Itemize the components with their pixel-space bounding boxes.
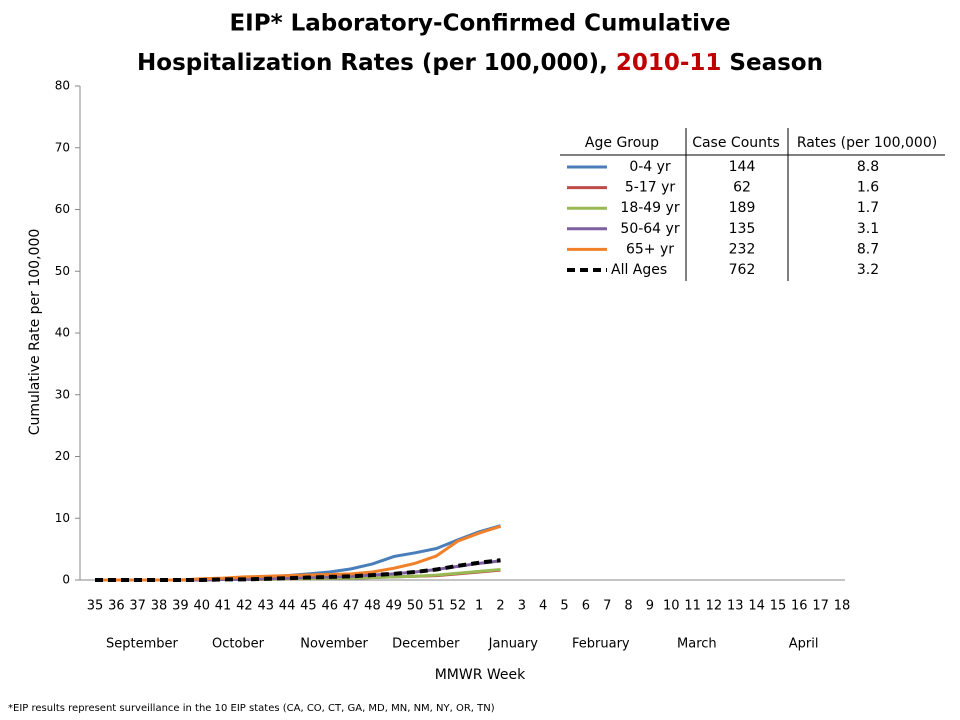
x-tick-label: 18 bbox=[834, 599, 851, 614]
x-tick-label: 12 bbox=[706, 599, 723, 614]
table-header: Case Counts bbox=[692, 135, 780, 151]
x-tick-label: 3 bbox=[518, 599, 526, 614]
case-count: 232 bbox=[729, 241, 756, 257]
legend-label: 0-4 yr bbox=[629, 159, 671, 175]
chart-title-line2: Hospitalization Rates (per 100,000), 201… bbox=[137, 50, 823, 76]
x-tick-label: 6 bbox=[582, 599, 590, 614]
x-tick-label: 11 bbox=[684, 599, 701, 614]
case-count: 762 bbox=[729, 262, 756, 278]
series-line bbox=[95, 558, 501, 582]
legend-label: 5-17 yr bbox=[625, 180, 676, 196]
month-label: March bbox=[677, 637, 717, 652]
month-label: February bbox=[572, 637, 630, 652]
x-tick-label: 2 bbox=[496, 599, 504, 614]
x-axis-label: MMWR Week bbox=[435, 667, 526, 683]
x-tick-label: 41 bbox=[215, 599, 232, 614]
x-tick-label: 46 bbox=[321, 599, 338, 614]
case-count: 189 bbox=[729, 200, 756, 216]
x-tick-label: 17 bbox=[812, 599, 829, 614]
y-tick-label: 10 bbox=[55, 511, 70, 525]
x-tick-label: 7 bbox=[603, 599, 611, 614]
x-tick-label: 49 bbox=[386, 599, 403, 614]
legend-label: 18-49 yr bbox=[620, 200, 679, 216]
title-part: Hospitalization Rates (per 100,000), bbox=[137, 50, 608, 76]
legend-label: 50-64 yr bbox=[620, 221, 679, 237]
x-tick-label: 13 bbox=[727, 599, 744, 614]
x-tick-label: 48 bbox=[364, 599, 381, 614]
x-tick-label: 47 bbox=[343, 599, 360, 614]
y-axis-label: Cumulative Rate per 100,000 bbox=[27, 229, 43, 436]
rate: 1.6 bbox=[857, 180, 879, 196]
x-tick-label: 43 bbox=[257, 599, 274, 614]
rate: 8.7 bbox=[857, 241, 879, 257]
x-tick-label: 36 bbox=[108, 599, 125, 614]
x-tick-label: 8 bbox=[624, 599, 632, 614]
x-tick-label: 14 bbox=[748, 599, 765, 614]
month-label: April bbox=[789, 637, 819, 652]
x-tick-label: 35 bbox=[87, 599, 104, 614]
month-label: January bbox=[488, 637, 539, 652]
y-tick-label: 20 bbox=[55, 449, 70, 463]
x-tick-label: 44 bbox=[279, 599, 296, 614]
y-tick-label: 40 bbox=[55, 326, 70, 340]
y-tick-label: 30 bbox=[55, 387, 70, 401]
title-part: Season bbox=[729, 50, 823, 76]
x-tick-label: 1 bbox=[475, 599, 483, 614]
x-tick-label: 42 bbox=[236, 599, 253, 614]
series-line bbox=[95, 524, 501, 582]
x-tick-label: 4 bbox=[539, 599, 547, 614]
x-tick-label: 38 bbox=[151, 599, 168, 614]
x-tick-label: 52 bbox=[450, 599, 467, 614]
x-tick-label: 16 bbox=[791, 599, 808, 614]
x-tick-label: 15 bbox=[770, 599, 787, 614]
rate: 3.2 bbox=[857, 262, 879, 278]
legend-label: 65+ yr bbox=[626, 241, 674, 257]
table-header: Rates (per 100,000) bbox=[797, 135, 937, 151]
y-tick-label: 60 bbox=[55, 202, 70, 216]
y-tick-label: 50 bbox=[55, 264, 70, 278]
month-label: November bbox=[300, 637, 368, 652]
case-count: 62 bbox=[733, 180, 751, 196]
x-tick-label: 51 bbox=[428, 599, 445, 614]
x-tick-label: 37 bbox=[129, 599, 146, 614]
chart-title: EIP* Laboratory-Confirmed Cumulative bbox=[229, 11, 730, 37]
y-tick-label: 70 bbox=[55, 140, 70, 154]
x-tick-label: 50 bbox=[407, 599, 424, 614]
table-header: Age Group bbox=[585, 135, 659, 151]
rate: 8.8 bbox=[857, 159, 879, 175]
rate: 3.1 bbox=[857, 221, 879, 237]
month-label: October bbox=[212, 637, 265, 652]
month-label: December bbox=[392, 637, 460, 652]
y-tick-label: 80 bbox=[55, 79, 70, 93]
x-tick-label: 10 bbox=[663, 599, 680, 614]
case-count: 144 bbox=[729, 159, 756, 175]
rate: 1.7 bbox=[857, 200, 879, 216]
month-label: September bbox=[106, 637, 179, 652]
x-tick-label: 5 bbox=[560, 599, 568, 614]
footnote: *EIP results represent surveillance in t… bbox=[8, 703, 495, 714]
y-tick-label: 0 bbox=[62, 573, 70, 587]
x-tick-label: 39 bbox=[172, 599, 189, 614]
x-tick-label: 9 bbox=[646, 599, 654, 614]
x-tick-label: 40 bbox=[193, 599, 210, 614]
case-count: 135 bbox=[729, 221, 756, 237]
title-season: 2010-11 bbox=[616, 50, 722, 76]
legend-label: All Ages bbox=[611, 262, 667, 278]
x-tick-label: 45 bbox=[300, 599, 317, 614]
